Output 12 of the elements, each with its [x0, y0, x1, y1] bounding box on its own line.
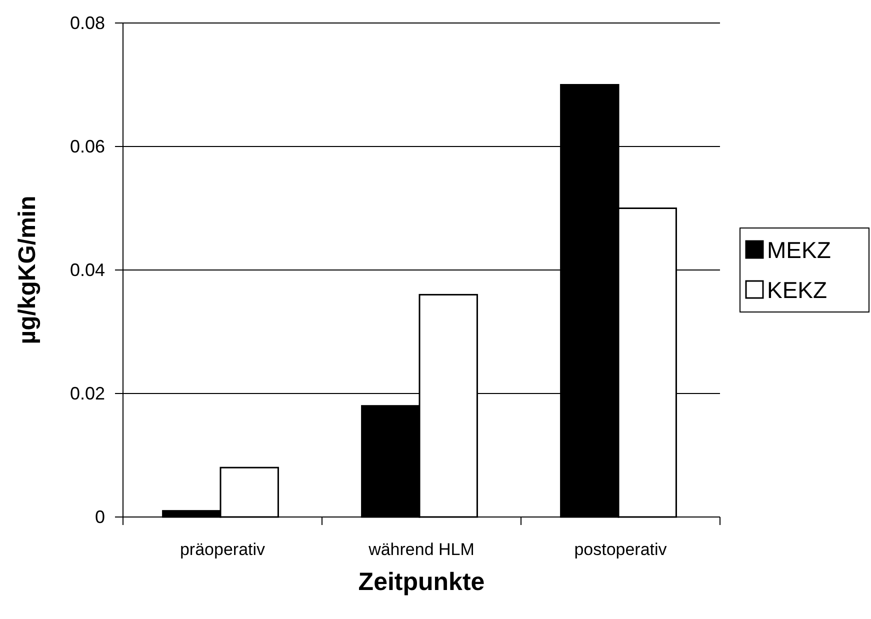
x-axis-title: Zeitpunkte	[358, 568, 485, 596]
y-tick-label: 0.02	[70, 383, 105, 404]
y-tick-label: 0.08	[70, 12, 105, 33]
x-tick-label: während HLM	[368, 540, 474, 559]
y-tick-label: 0.06	[70, 136, 105, 156]
legend-label: KEKZ	[767, 277, 828, 303]
x-tick-label: postoperativ	[574, 540, 668, 559]
y-axis-title: µg/kgKG/min	[14, 196, 41, 344]
x-tick-label: präoperativ	[180, 540, 266, 559]
y-tick-label: 0.04	[70, 260, 105, 280]
legend-label: MEKZ	[767, 237, 831, 263]
y-tick-label: 0	[94, 506, 105, 527]
